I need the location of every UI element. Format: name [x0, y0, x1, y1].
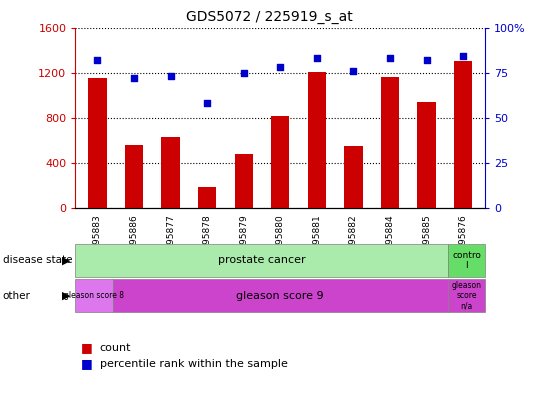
- Point: [422, 57, 431, 63]
- Point: [349, 68, 358, 74]
- Text: count: count: [100, 343, 131, 353]
- Bar: [381, 77, 399, 208]
- Bar: [161, 137, 179, 208]
- Point: [239, 70, 248, 76]
- Text: gleason score 9: gleason score 9: [237, 291, 324, 301]
- Point: [276, 64, 285, 70]
- Bar: [344, 146, 363, 208]
- Text: GDS5072 / 225919_s_at: GDS5072 / 225919_s_at: [186, 10, 353, 24]
- Bar: [88, 78, 107, 208]
- Point: [386, 55, 395, 61]
- Bar: [271, 116, 289, 208]
- Bar: [308, 72, 326, 208]
- Text: gleason score 8: gleason score 8: [64, 291, 124, 300]
- Text: ■: ■: [81, 357, 93, 370]
- Text: contro
l: contro l: [452, 251, 481, 270]
- Text: ▶: ▶: [61, 255, 70, 265]
- Point: [130, 75, 139, 81]
- Text: disease state: disease state: [3, 255, 72, 265]
- Text: percentile rank within the sample: percentile rank within the sample: [100, 358, 288, 369]
- Point: [203, 100, 211, 107]
- Text: other: other: [3, 291, 31, 301]
- Point: [166, 73, 175, 79]
- Bar: [417, 102, 436, 208]
- Text: prostate cancer: prostate cancer: [218, 255, 306, 265]
- Bar: [454, 61, 472, 208]
- Point: [459, 53, 467, 60]
- Point: [93, 57, 102, 63]
- Bar: [234, 154, 253, 208]
- Point: [313, 55, 321, 61]
- Text: ▶: ▶: [61, 291, 70, 301]
- Bar: [125, 145, 143, 208]
- Bar: [198, 187, 216, 208]
- Text: ■: ■: [81, 341, 93, 354]
- Text: gleason
score
n/a: gleason score n/a: [452, 281, 481, 310]
